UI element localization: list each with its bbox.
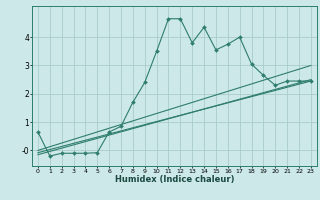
X-axis label: Humidex (Indice chaleur): Humidex (Indice chaleur) [115, 175, 234, 184]
